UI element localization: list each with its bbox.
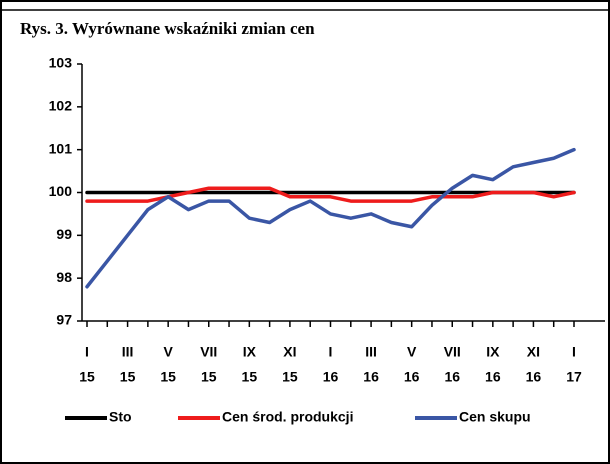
series-line [85, 147, 576, 289]
y-tick-label: 98 [56, 269, 72, 285]
x-tick-label: I [572, 344, 576, 360]
x-tick-label: VII [444, 344, 461, 360]
x-tick-label: 16 [404, 369, 420, 385]
x-tick-label: I [329, 344, 333, 360]
x-tick-label: 16 [444, 369, 460, 385]
x-tick-label: 16 [526, 369, 542, 385]
legend-label: Cen środ. produkcji [222, 409, 353, 425]
x-tick-label: IX [486, 344, 500, 360]
y-tick-label: 97 [56, 312, 72, 328]
legend-label: Cen skupu [459, 409, 531, 425]
y-tick-label: 103 [49, 55, 73, 71]
x-tick-label: 16 [485, 369, 501, 385]
x-tick-label: 17 [566, 369, 582, 385]
x-tick-label: V [407, 344, 417, 360]
x-tick-label: I [85, 344, 89, 360]
x-tick-label: 15 [201, 369, 217, 385]
y-tick-label: 100 [49, 183, 73, 199]
x-tick-label: 15 [282, 369, 298, 385]
x-tick-label: 15 [242, 369, 258, 385]
x-tick-label: 16 [363, 369, 379, 385]
x-tick-label: VII [200, 344, 217, 360]
x-tick-label: 15 [120, 369, 136, 385]
x-tick-label: 16 [323, 369, 339, 385]
x-tick-label: V [163, 344, 173, 360]
x-tick-label: III [122, 344, 134, 360]
y-tick-label: 102 [49, 98, 73, 114]
legend-label: Sto [109, 409, 132, 425]
x-tick-label: XI [283, 344, 296, 360]
y-tick-label: 101 [49, 140, 73, 156]
y-tick-label: 99 [56, 226, 72, 242]
x-tick-label: 15 [160, 369, 176, 385]
x-tick-label: 15 [79, 369, 95, 385]
chart-title: Rys. 3. Wyrównane wskaźniki zmian cen [20, 19, 315, 38]
x-tick-label: IX [243, 344, 257, 360]
x-tick-label: XI [527, 344, 540, 360]
x-tick-label: III [365, 344, 377, 360]
